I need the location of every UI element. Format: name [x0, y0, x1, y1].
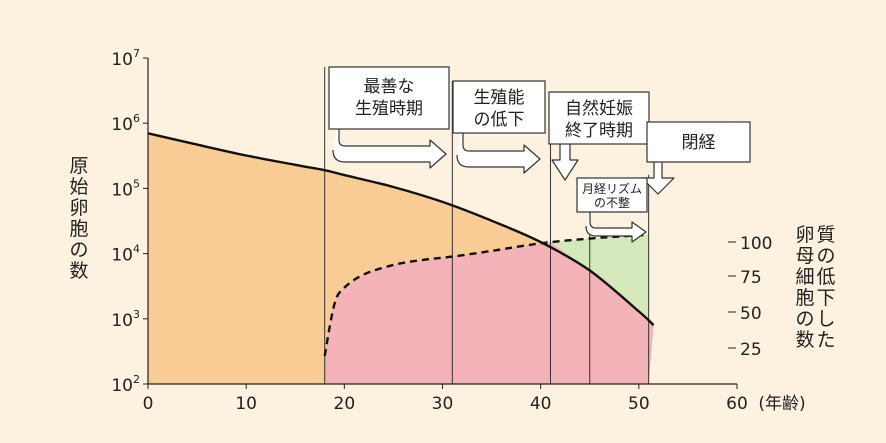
callout-box-2 — [548, 91, 650, 145]
y-right-tick-label-0: 100 — [740, 234, 772, 254]
callout-box-0 — [328, 66, 450, 130]
y-tick-base-2: 10 — [111, 246, 133, 266]
callout-text-2-0: 自然妊娠 — [565, 99, 633, 119]
y-tick-exp-1: 3 — [133, 308, 140, 321]
callout-text-1-1: の低下 — [474, 110, 525, 130]
y-right-label-char-0-1: の — [816, 245, 835, 267]
y-tick-base-4: 10 — [111, 115, 133, 135]
y-tick-exp-5: 7 — [133, 47, 140, 60]
y-tick-base-0: 10 — [111, 376, 133, 396]
callout-text-4-0: 月経リズム — [582, 181, 642, 196]
callout-box-4 — [576, 177, 648, 213]
axes: 0 10 20 30 40 50 60 (年齢)10210310410510610710075… — [111, 47, 805, 414]
callout-text-1-0: 生殖能 — [474, 88, 525, 108]
x-tick-label-6: 60 — [726, 394, 748, 414]
y-tick-label-2: 104 — [111, 243, 140, 266]
callout-arrow-4 — [585, 210, 647, 243]
y-right-label-char-1-0: 卵 — [795, 224, 814, 246]
callout-arrow-1 — [456, 123, 541, 174]
callout-text-0-0: 最善な — [364, 77, 415, 97]
callout-arrow-0 — [332, 118, 447, 169]
x-tick-label-5: 50 — [628, 394, 650, 414]
y-label-char-2: 卵 — [69, 197, 88, 219]
y-right-label-char-0-3: 下 — [816, 287, 835, 309]
callout-text-3-0: 閉経 — [682, 133, 716, 153]
region-pink — [324, 242, 654, 384]
y-label-char-4: の — [69, 239, 88, 261]
y-right-tick-label-3: 25 — [740, 340, 762, 360]
y-label-char-5: 数 — [69, 260, 88, 282]
y-right-label-char-1-4: の — [795, 308, 814, 330]
callout-text-2-1: 終了時期 — [565, 121, 633, 141]
y-right-tick-label-1: 75 — [740, 268, 762, 288]
series-curves — [147, 132, 655, 357]
y-tick-label-5: 107 — [111, 47, 140, 70]
y-right-label-char-1-5: 数 — [795, 329, 814, 351]
callout-box-1 — [452, 80, 546, 134]
x-tick-label-0: 0 — [143, 394, 154, 414]
y-right-label-char-1-1: 母 — [795, 245, 814, 267]
series-solid-line — [147, 132, 655, 326]
y-tick-exp-4: 6 — [133, 112, 140, 125]
y-tick-base-3: 10 — [111, 180, 133, 200]
y-tick-base-5: 10 — [111, 50, 133, 70]
y-right-label-char-0-4: し — [816, 308, 835, 330]
age-marker-lines — [324, 67, 650, 384]
callout-box-3 — [646, 121, 751, 163]
x-tick-label-1: 10 — [235, 394, 257, 414]
x-tick-label-3: 30 — [432, 394, 454, 414]
y-right-label-char-0-5: た — [816, 329, 835, 351]
y-tick-base-1: 10 — [111, 311, 133, 331]
x-tick-label-2: 20 — [334, 394, 356, 414]
y-label-char-1: 始 — [69, 176, 88, 198]
x-tick-label-4: 40 — [530, 394, 552, 414]
y-tick-label-1: 103 — [111, 308, 140, 331]
callout-arrow-2 — [551, 140, 579, 181]
y-right-label-char-1-2: 細 — [795, 266, 814, 288]
series-dashed-line — [323, 233, 649, 357]
y-right-label-char-0-0: 質 — [816, 224, 835, 246]
y-tick-exp-2: 4 — [133, 243, 140, 256]
y-tick-exp-3: 5 — [133, 177, 140, 190]
y-right-tick-label-2: 50 — [740, 304, 762, 324]
y-tick-exp-0: 2 — [133, 373, 140, 386]
callout-text-4-1: の不整 — [594, 195, 630, 210]
y-tick-label-3: 105 — [111, 177, 140, 200]
y-label-char-3: 胞 — [69, 218, 88, 240]
y-right-label-char-1-3: 胞 — [795, 287, 814, 309]
x-unit-label: (年齢) — [758, 394, 805, 414]
area-regions — [148, 133, 654, 384]
y-right-label-char-0-2: 低 — [816, 266, 835, 288]
y-tick-label-4: 106 — [111, 112, 140, 135]
y-tick-label-0: 102 — [111, 373, 140, 396]
callout-text-0-1: 生殖時期 — [355, 99, 423, 119]
callout-arrow-3 — [641, 160, 675, 195]
y-label-char-0: 原 — [69, 155, 88, 177]
